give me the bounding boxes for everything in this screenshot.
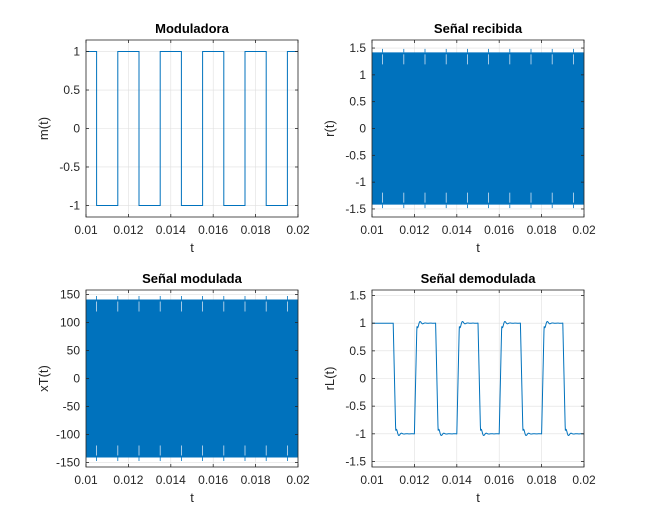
x-tick-label: 0.01 — [74, 223, 98, 237]
x-tick-label: 0.012 — [113, 223, 143, 237]
subplot-1: 0.01 0.012 0.014 0.016 0.018 0.02 -1 -0.5 0 0.5 1 M… — [36, 21, 310, 255]
y-axis-label: m(t) — [36, 117, 51, 140]
y-tick-label: 1 — [73, 45, 80, 59]
y-tick-label: -0.5 — [345, 399, 366, 413]
y-tick-label: 0.5 — [349, 344, 366, 358]
x-tick-label: 0.02 — [286, 223, 310, 237]
y-tick-label: -1 — [355, 175, 366, 189]
y-tick-label: 100 — [60, 315, 80, 329]
y-tick-label: 1 — [359, 68, 366, 82]
x-tick-label: 0.012 — [399, 473, 429, 487]
x-tick-label: 0.016 — [484, 223, 514, 237]
subplot-title: Moduladora — [155, 21, 229, 36]
subplot-title: Señal demodulada — [421, 271, 537, 286]
series-line — [86, 51, 298, 206]
subplot-title: Señal recibida — [434, 21, 523, 36]
series-group — [372, 48, 584, 209]
x-tick-label: 0.01 — [360, 473, 384, 487]
series-group — [372, 320, 584, 437]
x-tick-label: 0.016 — [484, 473, 514, 487]
y-tick-label: -1.5 — [345, 202, 366, 216]
y-tick-label: -1.5 — [345, 454, 366, 468]
x-tick-label: 0.01 — [360, 223, 384, 237]
x-tick-label: 0.02 — [286, 473, 310, 487]
y-tick-label: 0 — [73, 122, 80, 136]
x-tick-label: 0.014 — [156, 473, 186, 487]
y-tick-label: 0 — [73, 372, 80, 386]
y-axis-label: xT(t) — [36, 365, 51, 392]
series-group — [86, 51, 298, 206]
x-tick-label: 0.018 — [527, 473, 557, 487]
y-tick-label: -0.5 — [59, 160, 80, 174]
x-axis-label: t — [476, 490, 480, 505]
x-axis-label: t — [190, 490, 194, 505]
y-tick-label: 1 — [359, 316, 366, 330]
x-tick-label: 0.012 — [113, 473, 143, 487]
x-tick-label: 0.018 — [241, 473, 271, 487]
series-envelope — [86, 299, 298, 458]
y-tick-label: -1 — [355, 427, 366, 441]
subplot-2: 0.01 0.012 0.014 0.016 0.018 0.02 -1.5 -1 -0.5 0 0… — [322, 21, 596, 255]
y-tick-label: -50 — [63, 400, 81, 414]
x-tick-label: 0.012 — [399, 223, 429, 237]
y-tick-label: 50 — [67, 343, 81, 357]
x-tick-label: 0.014 — [442, 473, 472, 487]
series-group — [86, 295, 298, 462]
series-envelope — [372, 52, 584, 205]
y-tick-label: 1.5 — [349, 41, 366, 55]
y-axis-label: rL(t) — [322, 367, 337, 391]
y-tick-label: 150 — [60, 287, 80, 301]
subplot-title: Señal modulada — [142, 271, 242, 286]
x-tick-label: 0.016 — [198, 223, 228, 237]
y-tick-label: -1 — [69, 198, 80, 212]
x-axis-label: t — [476, 240, 480, 255]
y-tick-label: -0.5 — [345, 148, 366, 162]
subplot-4: 0.01 0.012 0.014 0.016 0.018 0.02 -1.5 -1 -0.5 0 0… — [322, 271, 596, 505]
y-tick-label: -100 — [56, 428, 80, 442]
y-tick-label: 0 — [359, 372, 366, 386]
x-tick-label: 0.02 — [572, 473, 596, 487]
x-tick-label: 0.018 — [527, 223, 557, 237]
subplot-3: 0.01 0.012 0.014 0.016 0.018 0.02 -150 -100 -50 0… — [36, 271, 310, 505]
y-tick-label: 1.5 — [349, 289, 366, 303]
x-tick-label: 0.02 — [572, 223, 596, 237]
x-axis-label: t — [190, 240, 194, 255]
x-tick-label: 0.016 — [198, 473, 228, 487]
y-tick-label: 0 — [359, 122, 366, 136]
y-tick-label: 0.5 — [63, 83, 80, 97]
x-tick-label: 0.018 — [241, 223, 271, 237]
y-axis-label: r(t) — [322, 120, 337, 137]
x-tick-label: 0.014 — [442, 223, 472, 237]
y-tick-label: 0.5 — [349, 95, 366, 109]
x-tick-label: 0.014 — [156, 223, 186, 237]
y-tick-label: -150 — [56, 456, 80, 470]
x-tick-label: 0.01 — [74, 473, 98, 487]
series-line — [372, 320, 584, 437]
